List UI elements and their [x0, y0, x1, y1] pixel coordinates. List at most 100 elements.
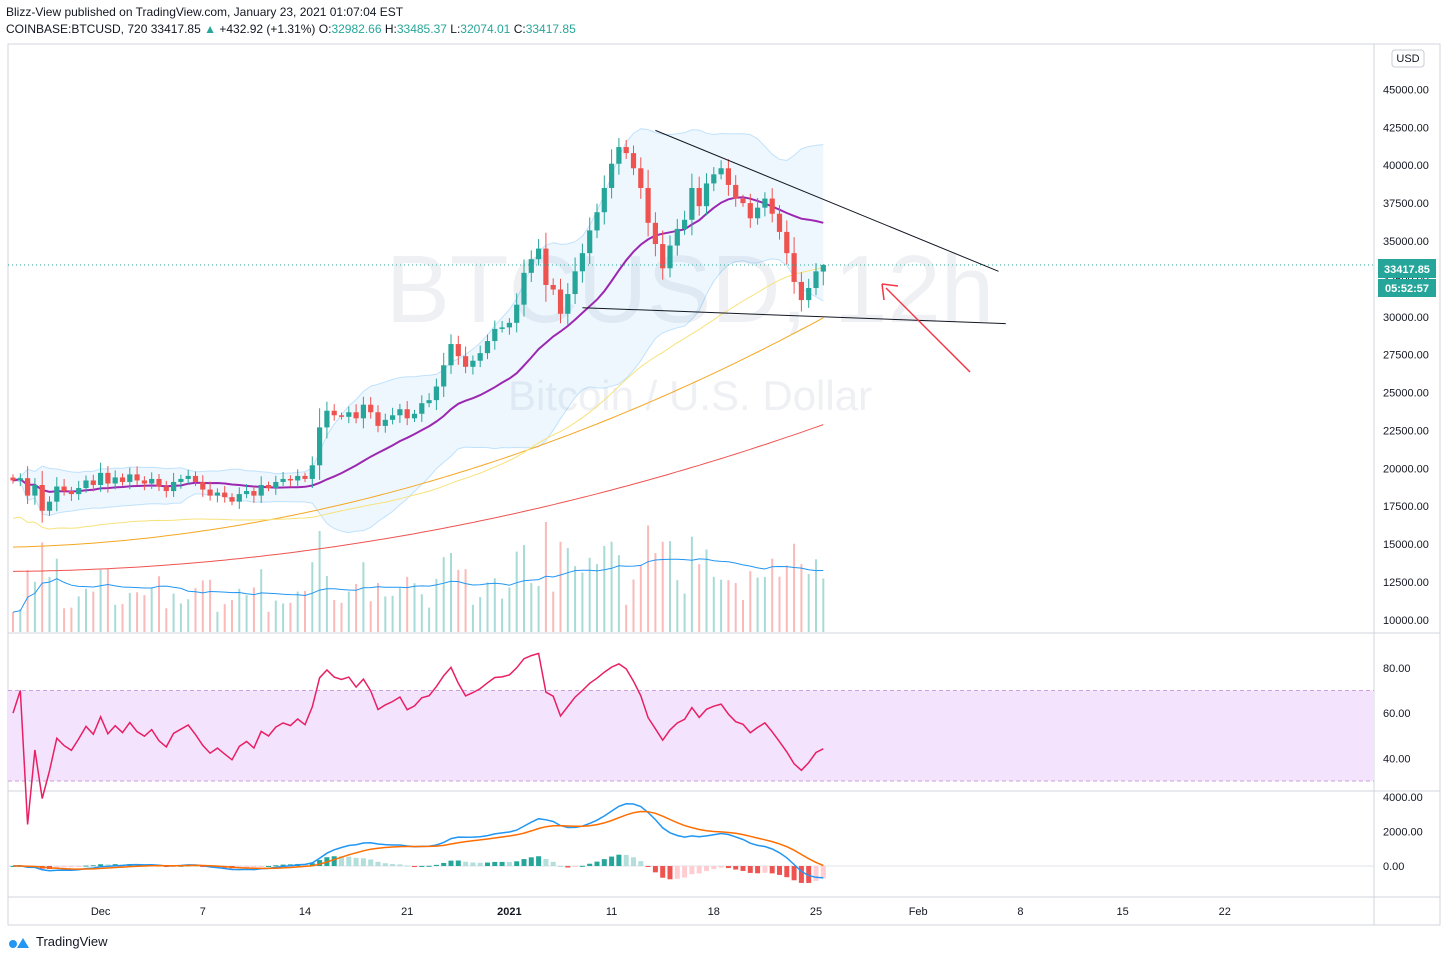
candle-body [776, 213, 783, 232]
volume-bar [617, 555, 620, 632]
volume-bar [260, 569, 263, 632]
time-axis-label: 8 [1017, 906, 1023, 918]
macd-histogram-bar [806, 866, 812, 883]
macd-histogram-bar [609, 856, 615, 867]
price-axis-label: 40000.00 [1383, 160, 1429, 172]
price-axis-label: 22500.00 [1383, 425, 1429, 437]
candle-body [419, 403, 425, 414]
volume-bar [252, 587, 255, 632]
price-axis-label: 42500.00 [1383, 122, 1429, 134]
volume-bar [267, 611, 270, 632]
countdown-tag [1378, 279, 1436, 297]
ma200-line [12, 424, 824, 572]
macd-histogram-bar [485, 862, 490, 867]
candle-body [601, 187, 607, 213]
close-value: 33417.85 [525, 22, 576, 36]
candle-body [229, 497, 235, 502]
time-axis-label: 14 [299, 906, 311, 918]
volume-bar [574, 566, 577, 632]
macd-histogram-bar [368, 859, 374, 867]
volume-bar [187, 599, 190, 632]
currency-badge[interactable] [1391, 49, 1425, 68]
last-price-tag [1378, 259, 1436, 278]
watermark-symbol: BTCUSD, 12h [386, 236, 994, 343]
macd-histogram-bar [506, 862, 512, 867]
price-axis-label: 30000.00 [1383, 312, 1429, 324]
candle-body [25, 478, 31, 496]
volume-bar [523, 545, 525, 632]
candle-body [652, 222, 658, 245]
macd-histogram-bar [54, 866, 60, 868]
candle-body [441, 365, 447, 387]
volume-bar [413, 583, 416, 632]
volume-bar [639, 564, 642, 632]
macd-histogram-bar [660, 866, 666, 878]
candle-body [10, 477, 16, 481]
macd-histogram-bar [667, 866, 673, 880]
ma20-line [12, 196, 824, 493]
macd-histogram-bar [375, 861, 381, 867]
candle-body [762, 198, 768, 208]
low-value: 32074.01 [460, 22, 511, 36]
macd-histogram-bar [674, 866, 680, 879]
macd-histogram-bar [61, 866, 67, 868]
volume-bar [479, 597, 482, 632]
volume-bar [41, 542, 44, 632]
candle-body [506, 322, 512, 328]
macd-axis-label: 4000.00 [1383, 792, 1423, 804]
macd-histogram-bar [623, 854, 629, 867]
high-value: 33485.37 [396, 22, 447, 36]
candle-body [755, 207, 761, 219]
time-axis-label: 25 [810, 906, 822, 918]
volume-bar [209, 579, 212, 632]
support-trendline [582, 307, 1006, 325]
macd-histogram-bar [536, 856, 542, 867]
volume-bar [26, 570, 29, 632]
macd-histogram-bar [572, 866, 578, 868]
macd-histogram-bar [755, 866, 761, 874]
candle-body [674, 228, 680, 246]
macd-histogram-bar [528, 857, 534, 867]
macd-histogram-bar [382, 863, 388, 867]
macd-axis-label: 0.00 [1383, 861, 1404, 873]
volume-bar [734, 583, 737, 632]
macd-histogram-bar [477, 862, 483, 867]
macd-histogram-bar [404, 865, 410, 867]
volume-bar [77, 596, 80, 632]
candle-body [426, 400, 432, 404]
candle-body [682, 219, 688, 229]
candle-body [616, 147, 622, 164]
candle-body [287, 478, 293, 481]
candle-body [404, 409, 410, 419]
macd-histogram-bar [747, 866, 753, 873]
volume-bar [690, 536, 693, 632]
open-label: O: [318, 22, 332, 36]
candle-body [470, 360, 476, 367]
macd-histogram-bar [514, 861, 520, 867]
candle-body [667, 245, 673, 269]
macd-histogram-bar [791, 866, 797, 881]
candle-body [514, 304, 520, 323]
candle-body [463, 356, 469, 367]
volume-bar [763, 576, 766, 632]
volume-bar [362, 562, 365, 632]
candle-body [32, 485, 38, 496]
candle-body [390, 415, 396, 420]
macd-histogram-bar [711, 866, 717, 870]
macd-histogram-bar [733, 866, 739, 870]
macd-histogram-bar [740, 866, 746, 871]
candle-body [331, 410, 337, 416]
volume-bar [201, 580, 204, 632]
volume-bar [136, 592, 139, 632]
volume-ma-line [12, 558, 824, 613]
volume-bar [398, 588, 401, 632]
macd-histogram-bar [463, 861, 469, 867]
macd-histogram-bar [346, 856, 352, 867]
time-axis-label: 7 [200, 906, 206, 918]
tradingview-footer[interactable]: TradingView [8, 934, 108, 949]
macd-axis-label: 2000.00 [1383, 827, 1423, 839]
price-axis-label: 27500.00 [1383, 350, 1429, 362]
candle-body [579, 253, 585, 272]
macd-histogram-bar [784, 866, 790, 878]
